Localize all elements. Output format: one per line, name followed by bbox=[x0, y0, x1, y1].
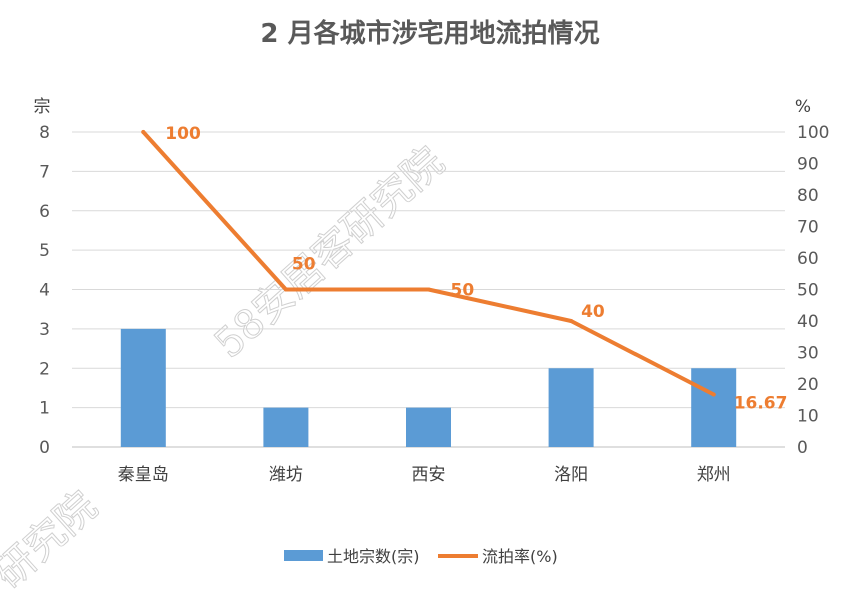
legend: 土地宗数(宗) 流拍率(%) bbox=[284, 547, 558, 566]
left-tick-label: 6 bbox=[39, 202, 50, 222]
data-label: 40 bbox=[581, 302, 605, 322]
left-tick-label: 5 bbox=[39, 241, 50, 261]
watermark: 58安居客研究院 研究院 bbox=[0, 138, 453, 594]
left-tick-label: 4 bbox=[39, 281, 50, 301]
right-tick-label: 10 bbox=[797, 407, 819, 427]
legend-swatch-bars bbox=[284, 550, 323, 561]
right-tick-label: 30 bbox=[797, 344, 819, 364]
data-label: 50 bbox=[451, 281, 475, 301]
line-point bbox=[283, 287, 288, 292]
line-point bbox=[426, 287, 431, 292]
data-labels: 100 50 50 40 16.67 bbox=[165, 124, 787, 413]
category-label: 洛阳 bbox=[554, 465, 588, 485]
right-tick-label: 40 bbox=[797, 312, 819, 332]
left-tick-label: 1 bbox=[39, 399, 50, 419]
right-tick-label: 70 bbox=[797, 218, 819, 238]
right-tick-label: 90 bbox=[797, 155, 819, 175]
watermark-text-2: 研究院 bbox=[0, 483, 106, 594]
chart-title: 2 月各城市涉宅用地流拍情况 bbox=[260, 18, 599, 49]
right-tick-label: 60 bbox=[797, 249, 819, 269]
left-tick-label: 2 bbox=[39, 359, 50, 379]
line-point bbox=[569, 319, 574, 323]
bar-series bbox=[120, 328, 737, 447]
category-label: 潍坊 bbox=[269, 465, 303, 485]
left-tick-label: 0 bbox=[39, 438, 50, 458]
line-point bbox=[711, 392, 716, 397]
data-label: 50 bbox=[292, 255, 316, 275]
left-tick-label: 3 bbox=[39, 320, 50, 340]
left-axis-ticks: 0 1 2 3 4 5 6 7 8 bbox=[39, 123, 50, 458]
data-label: 16.67 bbox=[734, 393, 788, 413]
legend-label-line: 流拍率(%) bbox=[482, 547, 558, 566]
category-axis: 秦皇岛 潍坊 西安 洛阳 郑州 bbox=[118, 465, 731, 485]
data-label: 100 bbox=[165, 124, 201, 144]
left-axis-unit: 宗 bbox=[34, 97, 51, 117]
right-axis-unit: % bbox=[795, 97, 811, 117]
left-tick-label: 8 bbox=[39, 123, 50, 143]
category-label: 西安 bbox=[412, 465, 446, 485]
line-series bbox=[141, 130, 716, 397]
category-label: 秦皇岛 bbox=[118, 465, 169, 485]
right-tick-label: 20 bbox=[797, 375, 819, 395]
right-axis-ticks: 0 10 20 30 40 50 60 70 80 90 100 bbox=[797, 123, 829, 458]
right-tick-label: 100 bbox=[797, 123, 829, 143]
category-label: 郑州 bbox=[697, 465, 731, 485]
line-point bbox=[141, 130, 146, 134]
bar bbox=[406, 407, 451, 447]
left-tick-label: 7 bbox=[39, 162, 50, 182]
legend-label-bars: 土地宗数(宗) bbox=[327, 547, 420, 566]
bar bbox=[263, 407, 309, 447]
bar bbox=[548, 368, 594, 447]
bar bbox=[120, 328, 166, 447]
right-tick-label: 0 bbox=[797, 438, 808, 458]
watermark-text: 58安居客研究院 bbox=[206, 139, 453, 368]
right-tick-label: 50 bbox=[797, 281, 819, 301]
right-tick-label: 80 bbox=[797, 186, 819, 206]
bar bbox=[691, 368, 737, 447]
